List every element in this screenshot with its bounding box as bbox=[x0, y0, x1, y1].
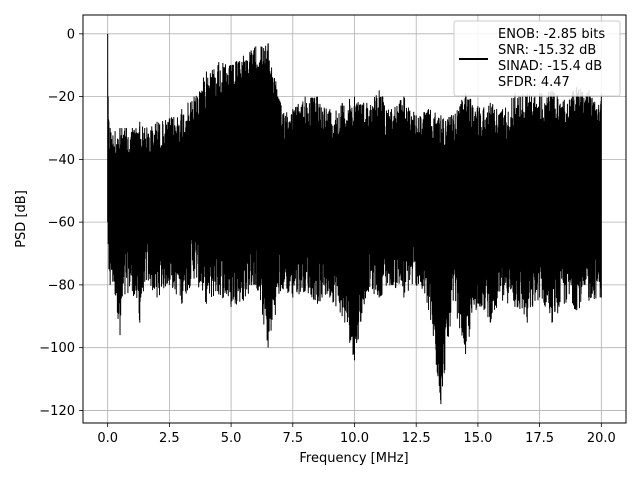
x-tick-label: 20.0 bbox=[587, 431, 616, 446]
legend-box bbox=[453, 20, 621, 97]
y-tick-label: −100 bbox=[39, 341, 75, 356]
psd-series-line bbox=[107, 33, 602, 405]
legend-enob: ENOB: -2.85 bits bbox=[498, 27, 605, 42]
legend: ENOB: -2.85 bits SNR: -15.32 dB SINAD: -… bbox=[453, 20, 621, 97]
x-tick-label: 7.5 bbox=[282, 431, 303, 446]
y-tick-label: 0 bbox=[67, 27, 75, 42]
legend-sfdr: SFDR: 4.47 bbox=[498, 75, 570, 90]
axis-ticks: 0.0 2.5 5.0 7.5 10.0 12.5 15.0 17.5 20.0 0 −20 −40 −… bbox=[39, 27, 616, 446]
legend-snr: SNR: -15.32 dB bbox=[498, 43, 596, 58]
x-tick-label: 5.0 bbox=[221, 431, 242, 446]
y-tick-label: −120 bbox=[39, 404, 75, 419]
x-tick-label: 17.5 bbox=[525, 431, 554, 446]
x-tick-label: 2.5 bbox=[159, 431, 180, 446]
psd-trace bbox=[107, 33, 602, 405]
y-tick-label: −80 bbox=[48, 278, 75, 293]
y-tick-label: −40 bbox=[48, 153, 75, 168]
x-tick-label: 0.0 bbox=[97, 431, 118, 446]
x-tick-label: 12.5 bbox=[402, 431, 431, 446]
y-axis-label: PSD [dB] bbox=[14, 190, 29, 248]
y-tick-label: −60 bbox=[48, 216, 75, 231]
legend-sinad: SINAD: -15.4 dB bbox=[498, 59, 602, 74]
x-tick-label: 15.0 bbox=[463, 431, 492, 446]
x-tick-label: 10.0 bbox=[340, 431, 369, 446]
x-axis-label: Frequency [MHz] bbox=[299, 451, 408, 466]
y-tick-label: −20 bbox=[48, 90, 75, 105]
